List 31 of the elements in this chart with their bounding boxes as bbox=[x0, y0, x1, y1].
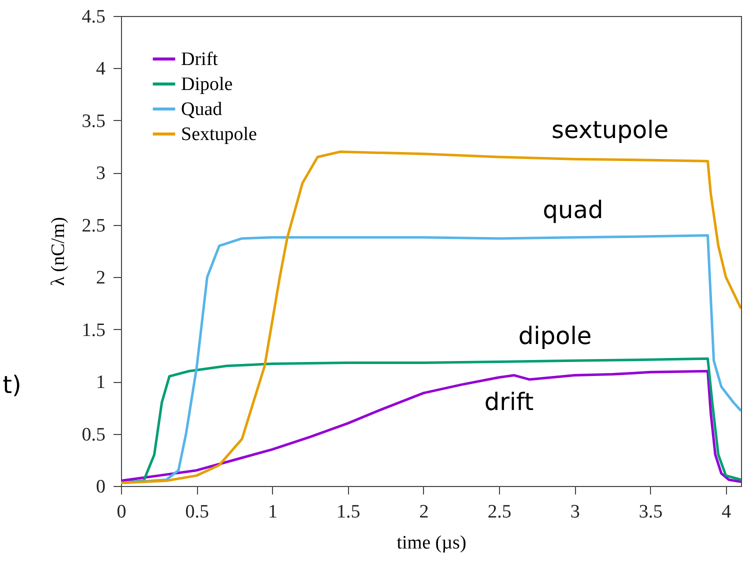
y-tick-label: 0 bbox=[96, 476, 106, 498]
y-axis-title: λ (nC/m) bbox=[48, 217, 69, 286]
y-tick-label: 3.5 bbox=[82, 110, 106, 132]
y-tick-label: 4.5 bbox=[82, 6, 106, 28]
annotation: sextupole bbox=[551, 116, 669, 144]
x-tick-label: 0 bbox=[116, 502, 126, 522]
x-tick-label: 1 bbox=[268, 502, 278, 522]
y-tick-label: 2 bbox=[96, 268, 106, 289]
legend-label: Dipole bbox=[181, 74, 233, 95]
annotation: quad bbox=[542, 196, 604, 224]
x-tick-label: 0.5 bbox=[185, 502, 209, 522]
legend-label: Quad bbox=[181, 99, 223, 120]
annotation: dipole bbox=[518, 322, 592, 350]
text: t) bbox=[2, 371, 22, 399]
x-tick-label: 2 bbox=[419, 502, 429, 522]
legend-label: Sextupole bbox=[181, 124, 257, 145]
annotation: drift bbox=[484, 388, 534, 416]
line-series bbox=[121, 150, 741, 484]
x-tick-label: 3 bbox=[570, 502, 580, 522]
y-tick-label: 3 bbox=[96, 163, 106, 184]
x-tick-label: 3.5 bbox=[638, 502, 663, 522]
y-tick-label: 2.5 bbox=[82, 215, 106, 236]
x-tick-label: 1.5 bbox=[336, 502, 360, 522]
y-tick-label: 1.5 bbox=[82, 320, 106, 341]
y-tick-label: 1 bbox=[96, 372, 106, 394]
y-tick-label: 4 bbox=[96, 58, 106, 80]
x-tick-label: 4 bbox=[722, 502, 732, 522]
legend-label: Drift bbox=[181, 49, 219, 70]
x-tick-label: 2.5 bbox=[488, 502, 512, 522]
y-tick-label: 0.5 bbox=[82, 424, 106, 446]
x-axis-title: time (µs) bbox=[396, 532, 466, 554]
